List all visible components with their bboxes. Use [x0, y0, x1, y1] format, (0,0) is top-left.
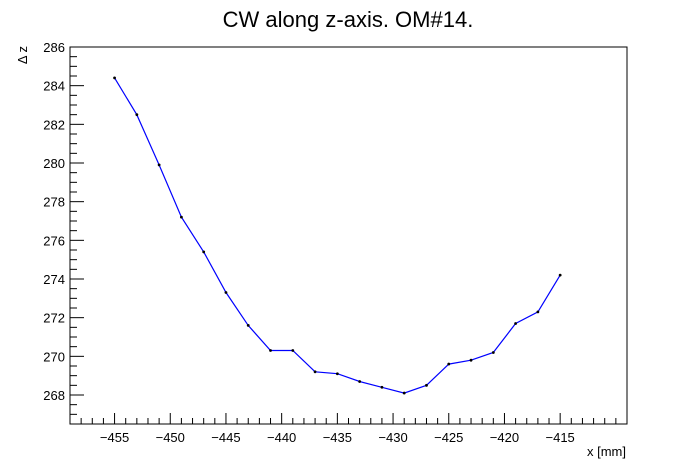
- y-axis-tick-labels: 268 270 272 274 276 278 280 282 284 286: [43, 40, 65, 403]
- x-axis-ticks: [69, 413, 628, 424]
- x-axis-tick-labels: −455 −450 −445 −440 −435 −430 −425 −420 −415: [100, 430, 575, 445]
- y-tick-label: 280: [43, 156, 65, 171]
- data-point: [113, 76, 116, 80]
- y-tick-label: 268: [43, 388, 65, 403]
- x-tick-label: −435: [323, 430, 352, 445]
- data-point: [269, 349, 272, 352]
- series-layer: [113, 76, 562, 395]
- x-tick-label: −445: [211, 430, 240, 445]
- x-tick-label: −420: [490, 430, 519, 445]
- data-point: [469, 358, 473, 362]
- data-point: [335, 372, 339, 376]
- x-tick-label: −430: [378, 430, 407, 445]
- x-tick-label: −440: [267, 430, 296, 445]
- data-point: [558, 273, 562, 277]
- y-tick-label: 274: [43, 272, 65, 287]
- y-tick-label: 286: [43, 40, 65, 55]
- data-point: [358, 380, 362, 383]
- data-point: [402, 391, 406, 395]
- data-point: [425, 383, 428, 387]
- y-tick-label: 272: [43, 311, 65, 326]
- x-tick-label: −450: [156, 430, 185, 445]
- data-point: [536, 310, 540, 314]
- data-point: [246, 324, 250, 327]
- data-point: [447, 362, 451, 366]
- data-point: [313, 370, 317, 374]
- data-point: [180, 215, 183, 219]
- y-tick-label: 270: [43, 349, 65, 364]
- data-point: [224, 291, 228, 294]
- x-tick-label: −425: [434, 430, 463, 445]
- data-point: [202, 250, 206, 254]
- y-axis-ticks: [70, 46, 84, 425]
- data-point: [291, 349, 295, 352]
- y-tick-label: 282: [43, 117, 65, 132]
- x-axis-label: x [mm]: [587, 444, 626, 459]
- data-point: [157, 163, 161, 167]
- y-tick-label: 284: [43, 79, 65, 94]
- y-tick-label: 278: [43, 195, 65, 210]
- chart-title: CW along z-axis. OM#14.: [223, 7, 474, 32]
- data-point: [380, 385, 384, 389]
- x-tick-label: −415: [546, 430, 575, 445]
- data-point: [514, 322, 517, 325]
- plot-frame: [69, 46, 628, 425]
- y-tick-label: 276: [43, 233, 65, 248]
- series-line: [114, 77, 561, 394]
- data-point: [491, 351, 495, 354]
- x-tick-label: −455: [100, 430, 129, 445]
- data-point: [135, 113, 139, 117]
- y-axis-label: Δ z: [15, 46, 30, 64]
